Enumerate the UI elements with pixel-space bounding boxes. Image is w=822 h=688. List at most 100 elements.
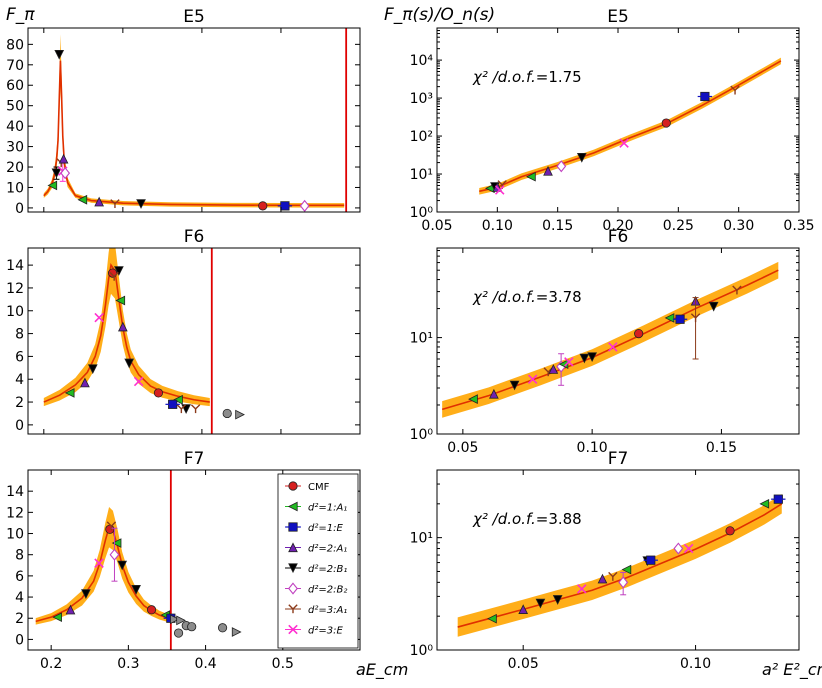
- data-point: [579, 353, 590, 364]
- y-tick-label: 10⁰: [410, 427, 434, 443]
- y-tick-label: 10¹: [410, 531, 433, 547]
- data-point: [759, 498, 770, 509]
- legend-label: CMF: [308, 482, 330, 493]
- panel-E5-right: E5 10⁰ 10¹ 10² 10³ 10⁴ 0.05 0.10 0.15 0.20 0.25 0.3…: [410, 7, 815, 234]
- x-tick-label: 0.4: [194, 656, 216, 672]
- data-point: [136, 199, 146, 209]
- legend-marker: [288, 481, 298, 491]
- data-point: [51, 168, 62, 179]
- legend-label: d²=2:A₁: [308, 544, 347, 555]
- data-point: [548, 364, 559, 374]
- error-band: [43, 248, 210, 407]
- data-point: [489, 388, 499, 399]
- data-point: [118, 321, 128, 332]
- data-point: [65, 604, 76, 615]
- data-point: [77, 194, 88, 205]
- fit-curve: [479, 60, 782, 193]
- x-tick-label: 0.30: [723, 218, 754, 234]
- data-point: [115, 295, 126, 306]
- y-tick-label: 80: [6, 37, 24, 53]
- data-point: [47, 180, 58, 191]
- y-tick-label: 30: [6, 140, 24, 156]
- data-point: [231, 627, 242, 637]
- data-point: [105, 524, 115, 534]
- data-point: [518, 604, 529, 614]
- data-point: [173, 394, 183, 405]
- legend-label: d²=1:A₁: [308, 503, 347, 514]
- y-tick-label: 10: [6, 304, 24, 320]
- data-point: [235, 409, 245, 420]
- plot-frame: [27, 247, 361, 435]
- data-point: [258, 201, 268, 211]
- y-tick-label: 10⁰: [410, 643, 434, 659]
- x-tick-label: 0.20: [602, 218, 633, 234]
- x-tick-label: 0.15: [706, 440, 737, 456]
- x-tick-label: 0.3: [117, 656, 139, 672]
- y-tick-label: 10: [6, 180, 24, 196]
- data-point: [535, 598, 546, 609]
- y-tick-label: 4: [15, 590, 24, 606]
- data-point: [58, 153, 69, 164]
- legend-label: d²=3:E: [308, 626, 343, 637]
- error-band: [35, 506, 171, 625]
- data-point: [619, 138, 629, 148]
- y-tick-label: 0: [15, 632, 24, 648]
- plot-frame: [27, 469, 361, 651]
- data-point: [683, 543, 694, 554]
- legend-marker: [287, 501, 298, 512]
- y-tick-label: 6: [15, 569, 24, 585]
- error-band: [43, 34, 345, 208]
- panel-F6-right: F6 10⁰ 10¹ 0.05 0.10 0.15 χ² /d.o.f.=3.78: [410, 227, 800, 456]
- data-point: [494, 185, 505, 195]
- x-tick-label: 0.35: [783, 218, 814, 234]
- data-point: [673, 542, 684, 555]
- data-point: [558, 359, 569, 370]
- plot-frame: [27, 27, 361, 213]
- plot-area: [457, 494, 786, 637]
- data-point: [94, 312, 104, 323]
- y-tick-label: 12: [6, 505, 24, 521]
- y-tick-label: 50: [6, 99, 24, 115]
- data-point: [664, 313, 675, 323]
- x-tick-label: 0.25: [663, 218, 694, 234]
- data-point: [170, 614, 180, 625]
- data-point: [80, 377, 90, 388]
- y-tick-label: 20: [6, 160, 24, 176]
- y-tick-label: 2: [15, 395, 24, 411]
- right-xlabel: a² E²_cm: [762, 660, 822, 680]
- chi-square-text: χ² /d.o.f.=: [472, 68, 548, 86]
- data-point: [725, 526, 735, 536]
- y-tick-label: 2: [15, 611, 24, 627]
- chi-square-label: χ² /d.o.f.=3.88: [472, 510, 582, 528]
- data-point: [60, 167, 71, 180]
- data-point: [564, 357, 574, 367]
- data-point: [111, 538, 122, 548]
- data-point: [556, 160, 567, 173]
- data-point: [187, 622, 197, 632]
- data-point: [552, 595, 563, 605]
- plot-area: [35, 470, 242, 650]
- data-point: [509, 380, 520, 391]
- plot-frame: [436, 469, 800, 651]
- x-tick-label: 0.2: [40, 656, 62, 672]
- x-tick-label: 0.10: [482, 218, 513, 234]
- right-ylabel: F_π(s)/O_n(s): [384, 5, 495, 25]
- chi-square-label: χ² /d.o.f.=3.78: [472, 288, 582, 306]
- x-tick-label: 0.5: [272, 656, 294, 672]
- panel-title: F7: [184, 449, 205, 469]
- plot-frame: [436, 247, 800, 435]
- chi-square-text: χ² /d.o.f.=: [472, 510, 548, 528]
- legend-label: d²=3:A₁: [308, 605, 347, 616]
- y-tick-label: 14: [6, 484, 24, 500]
- data-point: [708, 301, 719, 312]
- data-point: [173, 628, 184, 638]
- x-tick-label: 0.15: [542, 218, 573, 234]
- data-point: [64, 388, 75, 398]
- legend-label: d²=2:B₁: [308, 564, 347, 575]
- panel-title: F6: [608, 227, 629, 247]
- data-point: [621, 564, 632, 575]
- data-point: [109, 548, 120, 561]
- plot-area: [43, 248, 245, 434]
